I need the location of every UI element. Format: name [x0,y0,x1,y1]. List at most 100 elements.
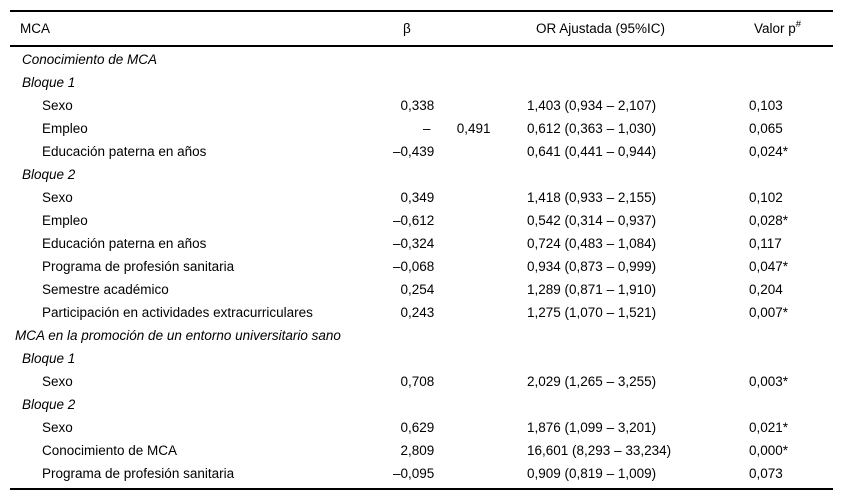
row-label: Conocimiento de MCA [22,52,158,67]
or-value [527,163,749,186]
or-value: 1,275 (1,070 – 1,521) [527,305,657,320]
or-value: 0,542 (0,314 – 0,937) [527,213,657,228]
beta-value [393,163,527,186]
beta-value: 0,243 [393,305,435,320]
table-row: Sexo 0,708 2,029 (1,265 – 3,255) 0,003* [10,370,833,393]
header-p-value-superscript: # [795,18,802,30]
or-value [527,48,749,71]
row-label: Sexo [42,190,73,205]
row-label: Semestre académico [42,282,169,297]
regression-results-table: MCA β OR Ajustada (95%IC) Valor p# Conoc… [10,10,833,490]
table-row: Bloque 2 [10,163,833,186]
p-value: 0,021* [749,420,789,435]
beta-value [393,71,527,94]
table-row: Sexo 0,349 1,418 (0,933 – 2,155) 0,102 [10,186,833,209]
table-row: Semestre académico 0,254 1,289 (0,871 – … [10,278,833,301]
table-row: Participación en actividades extracurric… [10,301,833,324]
p-value: 0,000* [749,443,789,458]
beta-value [393,347,527,370]
p-value [749,324,833,347]
table-row: MCA en la promoción de un entorno univer… [10,324,833,347]
header-mca: MCA [20,21,50,36]
p-value: 0,047* [749,259,789,274]
p-value: 0,024* [749,144,789,159]
row-label: Conocimiento de MCA [42,443,178,458]
header-beta: β [403,21,411,36]
row-label: Sexo [42,420,73,435]
row-label: Educación paterna en años [42,236,207,251]
p-value: 0,065 [749,121,783,136]
table-row: Educación paterna en años –0,324 0,724 (… [10,232,833,255]
beta-value: 2,809 [393,443,435,458]
beta-value: –0,439 [393,144,435,159]
header-or-adjusted: OR Ajustada (95%IC) [536,21,666,36]
table-row: Bloque 1 [10,71,833,94]
row-label: Participación en actividades extracurric… [42,305,313,320]
table-row: Programa de profesión sanitaria –0,068 0… [10,255,833,278]
or-value: 0,934 (0,873 – 0,999) [527,259,657,274]
row-label: Empleo [42,213,88,228]
or-value [527,324,749,347]
p-value: 0,003* [749,374,789,389]
table-body: Conocimiento de MCA Bloque 1 Sexo 0,338 … [10,47,833,490]
beta-value: 0,254 [393,282,435,297]
row-label: Bloque 1 [22,351,76,366]
beta-value: 0,629 [393,420,435,435]
p-value: 0,103 [749,98,783,113]
p-value: 0,007* [749,305,789,320]
table-row: Educación paterna en años –0,439 0,641 (… [10,140,833,163]
or-value: 1,876 (1,099 – 3,201) [527,420,657,435]
row-label: Bloque 2 [22,167,76,182]
table-row: Conocimiento de MCA 2,809 16,601 (8,293 … [10,439,833,462]
or-value: 16,601 (8,293 – 33,234) [527,443,672,458]
p-value [749,393,833,416]
beta-value: 0,349 [393,190,435,205]
or-value [527,347,749,370]
or-value: 0,641 (0,441 – 0,944) [527,144,657,159]
p-value: 0,073 [749,466,783,481]
or-value: 0,612 (0,363 – 1,030) [527,121,657,136]
table-header-row: MCA β OR Ajustada (95%IC) Valor p# [10,10,833,47]
row-label: Sexo [42,374,73,389]
or-value: 0,909 (0,819 – 1,009) [527,466,657,481]
p-value [749,163,833,186]
beta-value: –0,095 [393,466,435,481]
table-row: Sexo 0,338 1,403 (0,934 – 2,107) 0,103 [10,94,833,117]
p-value: 0,028* [749,213,789,228]
table-row: Bloque 1 [10,347,833,370]
table-row: Empleo –0,612 0,542 (0,314 – 0,937) 0,02… [10,209,833,232]
row-label: Empleo [42,121,88,136]
beta-value: – 0,491 [393,121,491,136]
beta-value: 0,338 [393,98,435,113]
beta-value [393,393,527,416]
row-label: MCA en la promoción de un entorno univer… [15,328,341,343]
beta-value [393,48,527,71]
row-label: Sexo [42,98,73,113]
or-value [527,71,749,94]
or-value: 1,418 (0,933 – 2,155) [527,190,657,205]
beta-value: –0,612 [393,213,435,228]
p-value [749,347,833,370]
or-value: 1,403 (0,934 – 2,107) [527,98,657,113]
or-value: 0,724 (0,483 – 1,084) [527,236,657,251]
beta-value: –0,324 [393,236,435,251]
table-row: Sexo 0,629 1,876 (1,099 – 3,201) 0,021* [10,416,833,439]
p-value [749,71,833,94]
row-label: Bloque 2 [22,397,76,412]
p-value [749,48,833,71]
row-label: Educación paterna en años [42,144,207,159]
beta-value [393,324,527,347]
beta-value: 0,708 [393,374,435,389]
table-row: Bloque 2 [10,393,833,416]
p-value: 0,117 [749,236,782,251]
beta-value: –0,068 [393,259,435,274]
row-label: Bloque 1 [22,75,76,90]
header-p-value-label: Valor p [754,21,796,36]
table-row: Programa de profesión sanitaria –0,095 0… [10,462,833,485]
table-row: Conocimiento de MCA [10,48,833,71]
table-row: Empleo – 0,491 0,612 (0,363 – 1,030) 0,0… [10,117,833,140]
row-label: Programa de profesión sanitaria [42,259,235,274]
p-value: 0,204 [749,282,783,297]
or-value: 1,289 (0,871 – 1,910) [527,282,657,297]
row-label: Programa de profesión sanitaria [42,466,235,481]
